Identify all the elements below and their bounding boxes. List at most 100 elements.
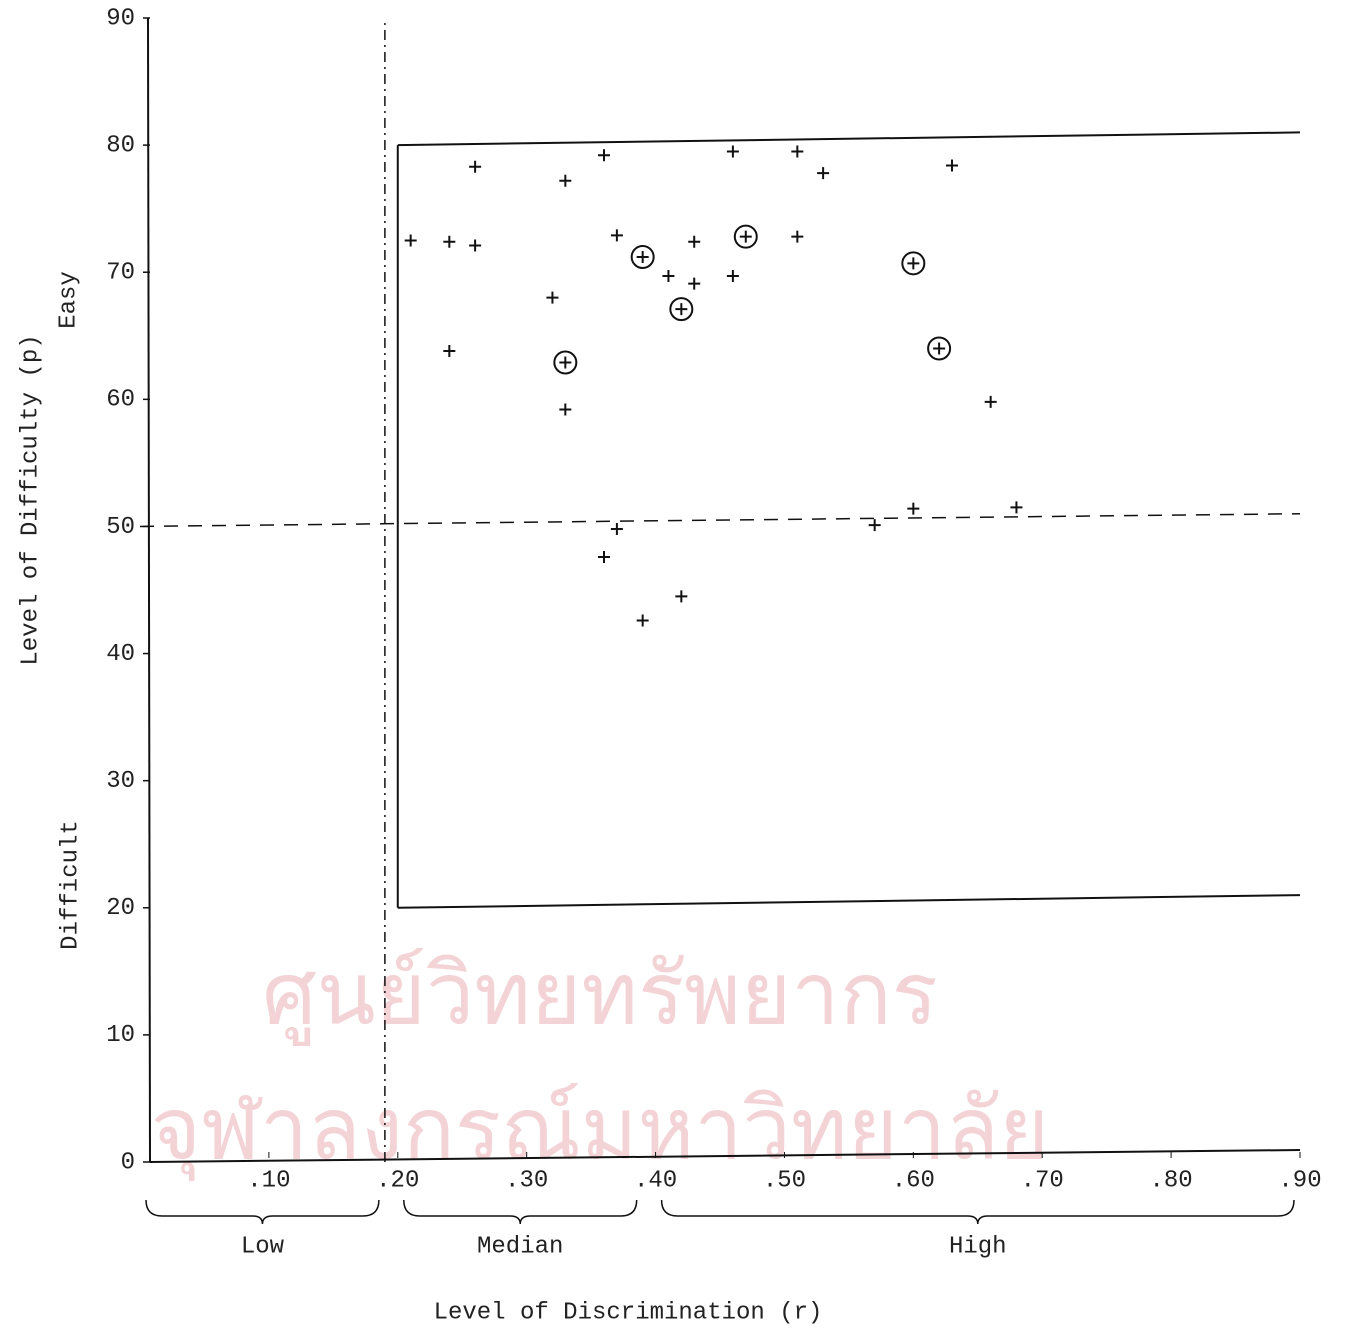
y-tick-label: 40 (106, 641, 135, 668)
data-point (675, 590, 688, 603)
marker-part (559, 403, 572, 416)
marker-part (868, 519, 881, 532)
data-point (598, 550, 610, 563)
marker-part (675, 590, 688, 603)
marker-part (739, 230, 752, 243)
data-point (733, 224, 758, 249)
marker-part (636, 614, 649, 627)
x-axis-label: Level of Discrimination (r) (434, 1299, 823, 1326)
data-point (901, 251, 926, 276)
data-point (630, 244, 655, 269)
watermark: ศูนย์วิทยทรัพยากร (262, 944, 938, 1046)
range-label: Median (477, 1233, 563, 1260)
data-point (469, 160, 482, 173)
data-point (791, 230, 804, 243)
data-point (610, 229, 623, 242)
marker-part (598, 149, 610, 162)
reference-line (397, 131, 1301, 147)
data-point (669, 297, 694, 322)
data-point (868, 519, 881, 532)
y-tick-label: 90 (106, 5, 135, 32)
annotation: Easy (55, 271, 82, 329)
data-point (636, 614, 649, 627)
x-tick-label: .80 (1150, 1167, 1193, 1194)
marker-part (630, 244, 655, 269)
y-tick-label: 10 (106, 1022, 135, 1049)
range-brace (403, 1199, 638, 1225)
y-axis (147, 17, 151, 1163)
data-point (1010, 501, 1023, 514)
y-tick-label: 70 (106, 260, 135, 287)
data-point (791, 145, 804, 158)
data-point (688, 235, 701, 248)
x-tick-label: .10 (247, 1167, 290, 1194)
y-axis-label: Level of Difficulty (p) (17, 334, 44, 665)
marker-part (726, 145, 739, 158)
marker-part (469, 160, 482, 173)
marker-part (791, 145, 804, 158)
marker-part (675, 303, 688, 316)
marker-part (688, 277, 701, 290)
marker-part (907, 257, 920, 270)
x-tick-label: .30 (505, 1167, 548, 1194)
data-point (662, 270, 675, 283)
marker-part (669, 297, 694, 322)
x-tick-label: .60 (892, 1167, 935, 1194)
annotation: Difficult (57, 820, 84, 950)
data-point (559, 174, 572, 187)
marker-part (610, 522, 623, 535)
marker-part (933, 342, 946, 355)
y-tick-label: 80 (106, 132, 135, 159)
data-point (726, 270, 739, 283)
data-point (546, 291, 559, 304)
marker-part (901, 251, 926, 276)
range-label: High (949, 1233, 1007, 1260)
data-point (553, 350, 578, 375)
watermark: จุฬาลงกรณ์มหาวิทยาลัย (151, 1079, 1050, 1181)
marker-part (907, 502, 920, 515)
y-tick-label: 20 (106, 895, 135, 922)
data-point (817, 167, 830, 180)
data-point (610, 522, 623, 535)
x-axis (149, 1149, 1301, 1163)
marker-part (443, 345, 456, 358)
x-tick-label: .40 (634, 1167, 677, 1194)
marker-part (546, 291, 559, 304)
x-tick-label: .50 (763, 1167, 806, 1194)
marker-part (984, 395, 997, 408)
x-tick-label: .20 (376, 1167, 419, 1194)
marker-part (443, 235, 456, 248)
x-tick-label: .90 (1278, 1167, 1321, 1194)
marker-part (559, 174, 572, 187)
reference-line (397, 894, 1301, 909)
marker-part (791, 230, 804, 243)
reference-line (139, 512, 1301, 528)
marker-part (1010, 501, 1023, 514)
marker-part (469, 239, 482, 252)
data-point (443, 345, 456, 358)
marker-part (610, 229, 623, 242)
marker-part (662, 270, 675, 283)
x-tick-label: .70 (1021, 1167, 1064, 1194)
data-point (907, 502, 920, 515)
y-tick-label: 50 (106, 514, 135, 541)
marker-part (946, 159, 958, 172)
marker-part (636, 250, 649, 263)
marker-part (817, 167, 830, 180)
data-point (946, 159, 958, 172)
data-point (726, 145, 739, 158)
marker-part (927, 336, 952, 361)
marker-part (553, 350, 578, 375)
range-brace (145, 1199, 380, 1225)
y-tick-label: 0 (121, 1149, 135, 1176)
y-tick-label: 30 (106, 768, 135, 795)
marker-part (404, 234, 417, 247)
data-point (469, 239, 482, 252)
data-point (404, 234, 417, 247)
range-brace (660, 1199, 1295, 1225)
marker-part (733, 224, 758, 249)
data-point (688, 277, 701, 290)
marker-part (688, 235, 701, 248)
marker-part (559, 356, 572, 369)
